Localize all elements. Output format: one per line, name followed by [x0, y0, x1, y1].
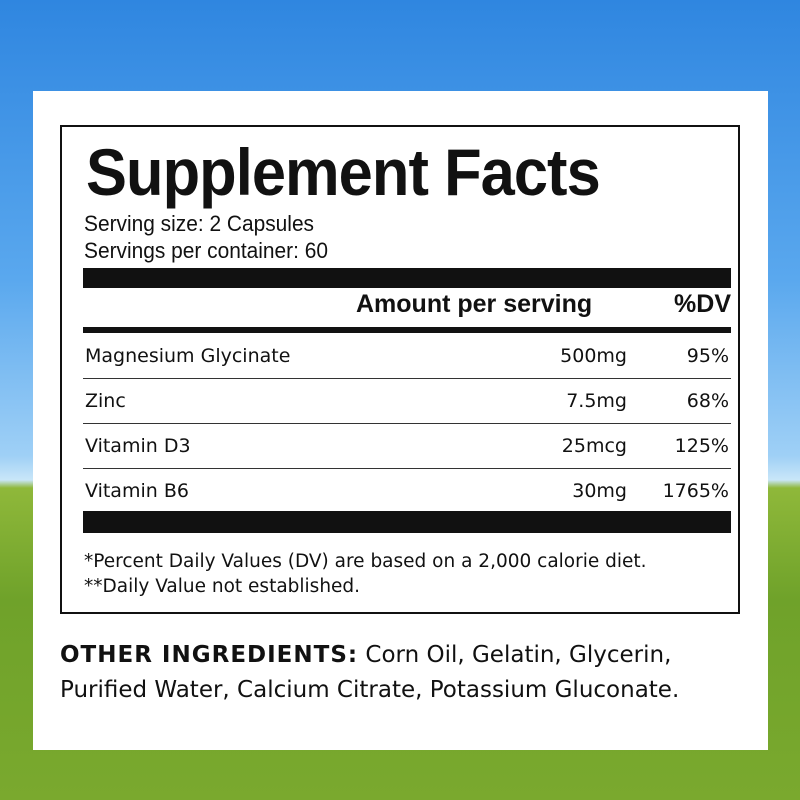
amount-header: Amount per serving	[356, 290, 593, 318]
dv-header: %DV	[674, 290, 731, 318]
ingredient-name: Vitamin D3	[85, 435, 191, 457]
servings-per-container: Servings per container: 60	[84, 238, 328, 263]
table-row: Vitamin D3 25mcg 125%	[83, 424, 731, 469]
serving-size: Serving size: 2 Capsules	[84, 211, 315, 236]
divider-bar	[83, 327, 731, 333]
footnote-not-established: **Daily Value not established.	[84, 576, 361, 597]
other-ingredients-line1: OTHER INGREDIENTS: Corn Oil, Gelatin, Gl…	[60, 642, 671, 668]
label-panel	[33, 91, 768, 750]
ingredient-dv: 68%	[686, 390, 729, 412]
ingredient-name: Zinc	[85, 390, 126, 412]
page-title: Supplement Facts	[86, 135, 601, 209]
ingredient-dv: 1765%	[662, 480, 729, 502]
table-row: Vitamin B6 30mg 1765%	[83, 469, 731, 513]
divider-bar	[83, 511, 731, 533]
ingredient-amount: 25mcg	[561, 435, 627, 457]
divider-bar	[83, 268, 731, 288]
other-ingredients-line2: Purified Water, Calcium Citrate, Potassi…	[60, 677, 680, 703]
ingredient-dv: 125%	[674, 435, 729, 457]
footnote-dv: *Percent Daily Values (DV) are based on …	[84, 551, 647, 572]
ingredient-name: Magnesium Glycinate	[85, 345, 291, 367]
supplement-facts-box	[60, 125, 740, 614]
ingredient-amount: 30mg	[572, 480, 627, 502]
ingredient-amount: 7.5mg	[566, 390, 627, 412]
ingredient-name: Vitamin B6	[85, 480, 189, 502]
other-ingredients-label: OTHER INGREDIENTS:	[60, 642, 359, 668]
ingredient-dv: 95%	[686, 345, 729, 367]
ingredient-amount: 500mg	[560, 345, 627, 367]
table-row: Magnesium Glycinate 500mg 95%	[83, 334, 731, 379]
other-ingredients-text: Corn Oil, Gelatin, Glycerin,	[365, 642, 672, 668]
table-row: Zinc 7.5mg 68%	[83, 379, 731, 424]
